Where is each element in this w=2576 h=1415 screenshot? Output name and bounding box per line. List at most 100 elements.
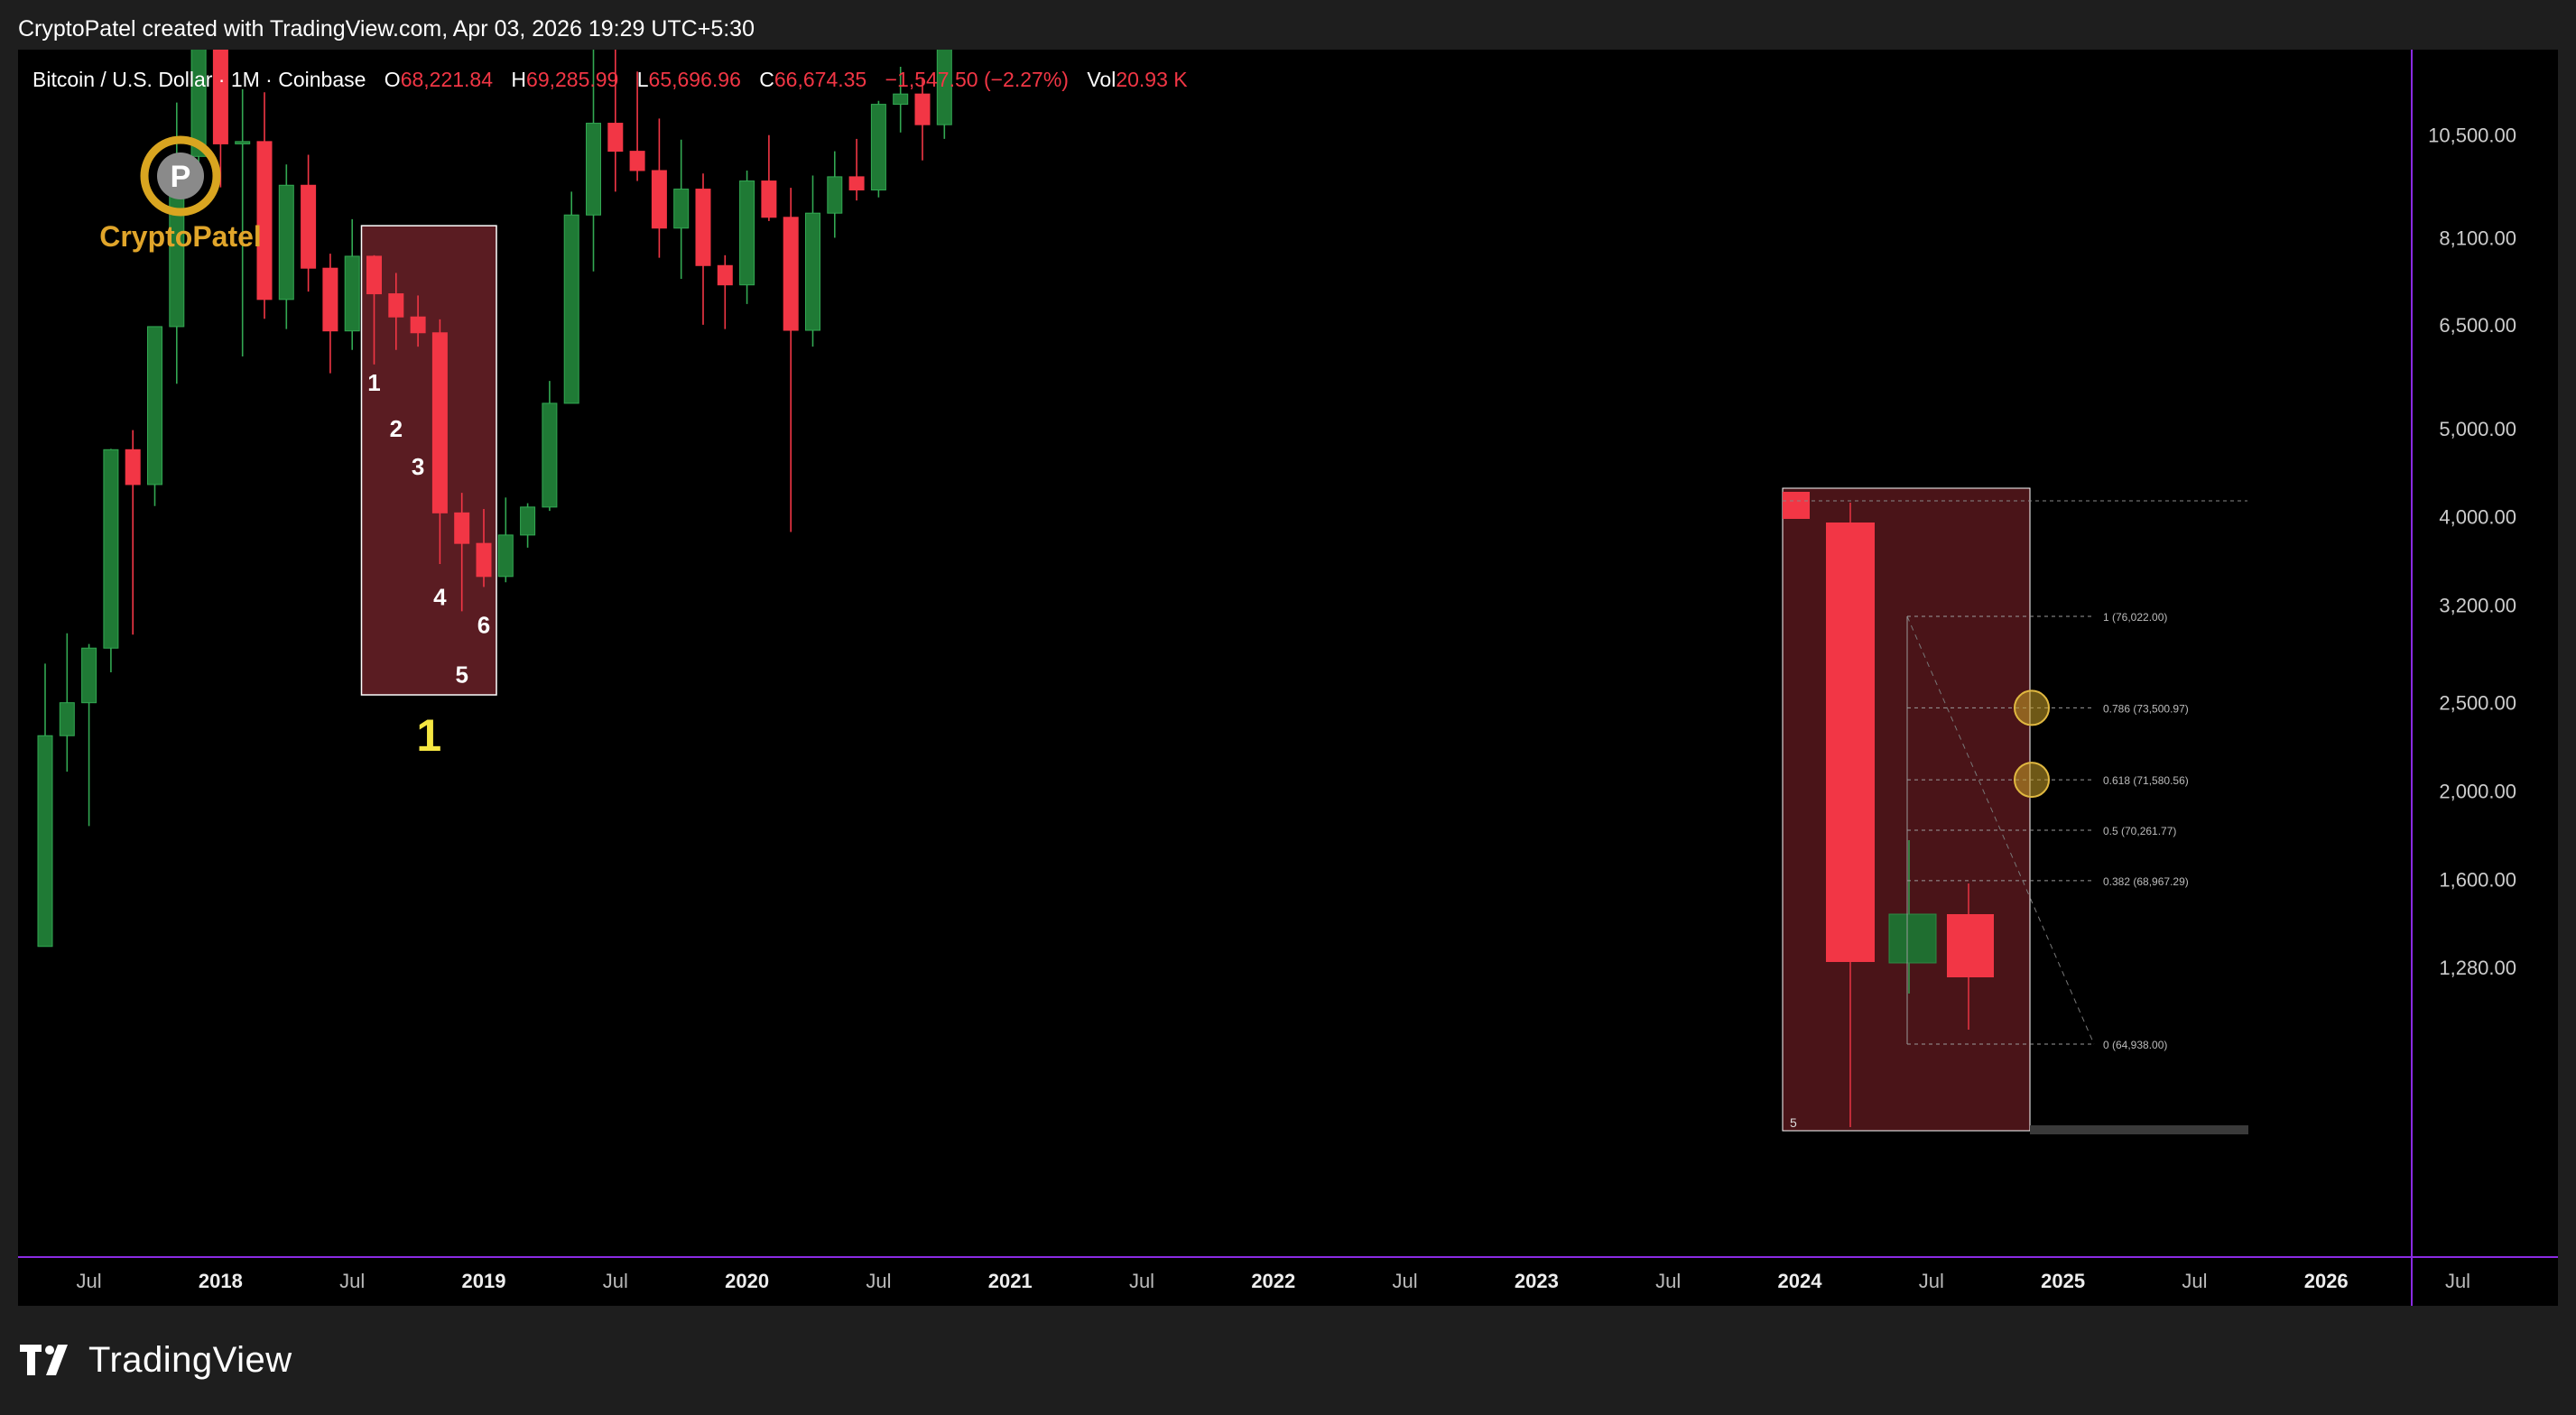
candle-2019-09[interactable] (651, 118, 667, 258)
fib-target-marker[interactable] (2014, 762, 2050, 799)
candle-2018-07[interactable] (344, 218, 360, 350)
inset-frame[interactable] (1782, 487, 2031, 1132)
candle-2017-10[interactable] (147, 326, 162, 506)
candle-body (431, 332, 448, 513)
candle-body (125, 449, 141, 486)
volume-value: 20.93 K (1116, 68, 1188, 91)
candle-2020-01[interactable] (739, 170, 755, 304)
candle-2018-08[interactable] (366, 254, 382, 365)
candle-body (278, 184, 294, 301)
candle-body (717, 264, 733, 286)
candle-2019-06[interactable] (586, 50, 601, 272)
y-tick-label: 3,200.00 (2439, 595, 2516, 617)
candle-2018-02[interactable] (235, 88, 251, 356)
chart-panel[interactable]: 12 12345612345 1 (76,022.00)0.786 (73,50… (18, 50, 2558, 1306)
candle-2020-06[interactable] (848, 138, 865, 201)
axes: 210,000.00160,000.00120,000.0095,000.007… (18, 50, 2558, 1306)
candle-2020-04[interactable] (805, 175, 820, 347)
x-tick-label: 2019 (462, 1270, 506, 1292)
candle-body (410, 316, 426, 334)
candle-2017-08[interactable] (103, 449, 119, 672)
candle-2020-07[interactable] (870, 100, 886, 198)
candle-body (235, 141, 251, 144)
fib-target-marker[interactable] (2014, 689, 2050, 726)
crypto-patel-logo-icon: P (140, 135, 221, 217)
candle-2018-09[interactable] (388, 273, 404, 350)
page-credit: CryptoPatel created with TradingView.com… (18, 16, 755, 42)
highlight-box-1[interactable] (360, 225, 497, 696)
candle-2019-10[interactable] (673, 139, 690, 280)
fib-level-label: 0.5 (70,261.77) (2103, 825, 2176, 837)
candle-2019-04[interactable] (542, 381, 558, 512)
candle-2019-11[interactable] (695, 173, 711, 325)
y-tick-label: 5,000.00 (2439, 418, 2516, 440)
watermark: P CryptoPatel (99, 135, 262, 253)
x-tick-label: 2018 (199, 1270, 243, 1292)
candle-body (695, 189, 711, 266)
candle-2018-12[interactable] (454, 493, 470, 612)
candle-body (936, 50, 952, 125)
candle-2019-08[interactable] (629, 71, 645, 181)
x-tick-label: Jul (1655, 1270, 1681, 1292)
low-value: 65,696.96 (648, 68, 741, 91)
candle-body (190, 50, 207, 157)
candlestick-chart[interactable]: 12 12345612345 1 (76,022.00)0.786 (73,50… (18, 50, 2558, 1306)
tradingview-footer[interactable]: TradingView (20, 1337, 292, 1383)
candle-2020-09[interactable] (914, 79, 931, 161)
candle-body (783, 217, 799, 331)
y-tick-label: 1,280.00 (2439, 957, 2516, 979)
candle-body (739, 180, 755, 286)
candle-2018-05[interactable] (301, 154, 317, 292)
candle-body (497, 534, 514, 578)
low-label: L (636, 68, 649, 91)
symbol-name[interactable]: Bitcoin / U.S. Dollar · 1M · Coinbase (32, 68, 366, 91)
x-tick-label: Jul (339, 1270, 365, 1292)
candle-2019-01[interactable] (476, 509, 492, 587)
candle-2017-12[interactable] (190, 50, 207, 167)
candle-2018-06[interactable] (322, 254, 338, 374)
candle-2020-08[interactable] (893, 67, 909, 133)
tradingview-logo-icon (20, 1345, 68, 1375)
candle-2019-12[interactable] (717, 254, 733, 329)
candle-body (542, 402, 558, 508)
x-tick-label: 2025 (2041, 1270, 2085, 1292)
open-label: O (384, 68, 401, 91)
volume-label: Vol (1087, 68, 1117, 91)
y-tick-label: 1,600.00 (2439, 868, 2516, 891)
candle-2020-02[interactable] (761, 134, 777, 221)
candle-2020-03[interactable] (783, 188, 799, 532)
count-label-3: 3 (412, 453, 424, 480)
candle-2020-05[interactable] (827, 151, 843, 238)
candle-body (629, 151, 645, 171)
candle-2018-03[interactable] (256, 92, 273, 319)
candle-2017-07[interactable] (81, 643, 97, 827)
candle-body (59, 702, 75, 736)
candle-2019-07[interactable] (607, 50, 624, 192)
candle-2019-02[interactable] (497, 497, 514, 583)
x-tick-label: Jul (1129, 1270, 1154, 1292)
inset-candle-1 (1826, 523, 1875, 962)
candle-body (476, 542, 492, 578)
x-tick-label: Jul (77, 1270, 102, 1292)
candle-2018-11[interactable] (431, 319, 448, 565)
watermark-name: CryptoPatel (99, 220, 262, 253)
candle-2020-10[interactable] (936, 50, 952, 139)
candle-body (344, 255, 360, 332)
candle-2017-05[interactable] (37, 663, 53, 948)
fib-level-label: 0.786 (73,500.97) (2103, 702, 2189, 715)
candle-2018-04[interactable] (278, 164, 294, 329)
symbol-info-line[interactable]: Bitcoin / U.S. Dollar · 1M · Coinbase O 6… (32, 68, 1188, 92)
fib-level-label: 0.382 (68,967.29) (2103, 875, 2189, 888)
box-label-1: 1 (416, 710, 441, 761)
count-label-4: 4 (433, 584, 447, 611)
candle-2017-06[interactable] (59, 633, 75, 772)
candle-2017-09[interactable] (125, 430, 141, 635)
count-label-5: 5 (455, 661, 468, 688)
candle-body (914, 93, 931, 125)
candle-body (520, 506, 536, 536)
candle-2019-03[interactable] (520, 503, 536, 548)
candle-2019-05[interactable] (563, 191, 579, 404)
candle-2018-01[interactable] (212, 50, 228, 188)
candle-2018-10[interactable] (410, 295, 426, 347)
candle-body (848, 176, 865, 191)
